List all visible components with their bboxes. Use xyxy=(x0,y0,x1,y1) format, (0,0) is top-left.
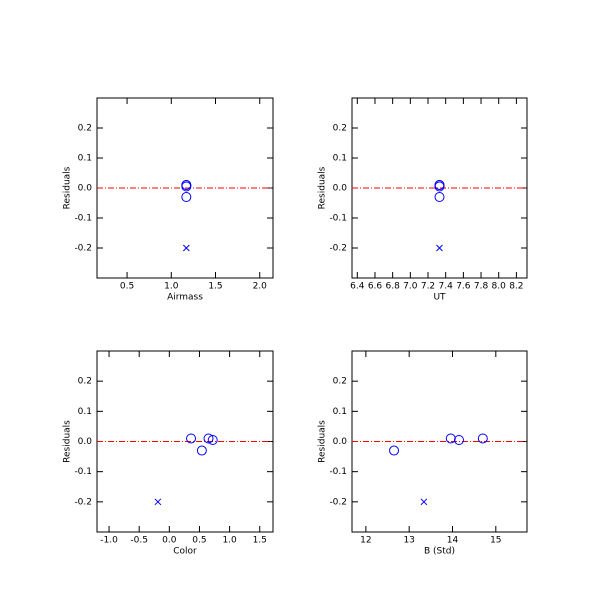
x-axis-label: Airmass xyxy=(167,293,203,303)
point xyxy=(477,433,488,444)
y-tick-label: 0.1 xyxy=(78,154,92,164)
x-tick-label: 0.0 xyxy=(162,536,177,546)
y-tick-label: 0.1 xyxy=(333,407,347,417)
x-tick-label: 0.5 xyxy=(120,282,134,292)
y-tick-label: 0.2 xyxy=(78,124,92,134)
x-tick-label: 6.6 xyxy=(368,282,383,292)
x-axis-label: B (Std) xyxy=(424,547,455,557)
y-tick-label: 0.1 xyxy=(333,154,347,164)
point xyxy=(434,192,445,202)
x-tick-label: 7.4 xyxy=(439,282,454,292)
panel: -0.2 -0.1 0.0 0.1 0.2 12 13 14 15 B (Std) Residual… xyxy=(318,350,528,557)
x-tick-label: 6.4 xyxy=(350,282,365,292)
y-tick-label: 0.0 xyxy=(333,437,348,447)
y-tick-label: 0.2 xyxy=(333,124,347,134)
y-tick-label: -0.2 xyxy=(329,244,347,254)
point xyxy=(181,180,192,190)
x-tick-label: 13 xyxy=(403,536,414,546)
point xyxy=(453,434,464,445)
x-tick-label: 7.6 xyxy=(456,282,471,292)
x-tick-label: 1.5 xyxy=(253,536,267,546)
y-tick-label: 0.2 xyxy=(78,377,92,387)
y-tick-label: -0.1 xyxy=(329,214,347,224)
y-tick-label: -0.1 xyxy=(329,467,347,477)
point xyxy=(445,433,456,444)
x-tick-label: 8.2 xyxy=(509,282,523,292)
y-axis-label: Residuals xyxy=(63,166,73,209)
x-tick-label: 12 xyxy=(360,536,371,546)
rejected-point xyxy=(420,498,428,506)
y-tick-label: -0.2 xyxy=(329,497,347,507)
panel: -0.2 -0.1 0.0 0.1 0.2 6.4 6.6 6.8 7.0 7.2 7.4 7.6 7.… xyxy=(318,97,528,303)
y-tick-label: 0.2 xyxy=(333,377,347,387)
point xyxy=(389,445,400,456)
x-tick-label: 7.8 xyxy=(474,282,489,292)
y-tick-label: -0.1 xyxy=(74,467,92,477)
x-tick-label: 15 xyxy=(490,536,501,546)
y-axis-label: Residuals xyxy=(63,420,73,463)
x-tick-label: 7.0 xyxy=(403,282,418,292)
rejected-point xyxy=(182,244,190,252)
point xyxy=(196,445,207,456)
panel: -0.2 -0.1 0.0 0.1 0.2 -1.0 -0.5 0.0 0.5 1.0 1.5 Col… xyxy=(63,350,274,557)
y-tick-label: 0.0 xyxy=(333,184,348,194)
x-tick-label: -1.0 xyxy=(100,536,118,546)
y-tick-label: 0.1 xyxy=(78,407,92,417)
point xyxy=(203,433,214,444)
y-tick-label: -0.1 xyxy=(74,214,92,224)
point xyxy=(434,180,445,190)
x-tick-label: 7.2 xyxy=(421,282,435,292)
point xyxy=(207,434,218,445)
x-axis-label: UT xyxy=(433,293,446,303)
x-tick-label: 1.0 xyxy=(164,282,179,292)
rejected-point xyxy=(436,244,443,252)
x-tick-label: 14 xyxy=(447,536,459,546)
x-tick-label: 1.0 xyxy=(222,536,237,546)
x-tick-label: 6.8 xyxy=(385,282,400,292)
x-tick-label: 0.5 xyxy=(192,536,206,546)
panel: -0.2 -0.1 0.0 0.1 0.2 0.5 1.0 1.5 2.0 Airmass Resi… xyxy=(63,97,274,303)
rejected-point xyxy=(154,498,162,506)
x-tick-label: -0.5 xyxy=(130,536,148,546)
x-tick-label: 2.0 xyxy=(253,282,268,292)
y-tick-label: 0.0 xyxy=(78,184,93,194)
y-tick-label: -0.2 xyxy=(74,497,92,507)
point xyxy=(181,192,192,202)
point xyxy=(186,433,197,444)
y-tick-label: -0.2 xyxy=(74,244,92,254)
x-tick-label: 1.5 xyxy=(208,282,222,292)
y-tick-label: 0.0 xyxy=(78,437,93,447)
y-axis-label: Residuals xyxy=(318,166,328,209)
x-tick-label: 8.0 xyxy=(492,282,507,292)
x-axis-label: Color xyxy=(173,547,197,557)
y-axis-label: Residuals xyxy=(318,420,328,463)
